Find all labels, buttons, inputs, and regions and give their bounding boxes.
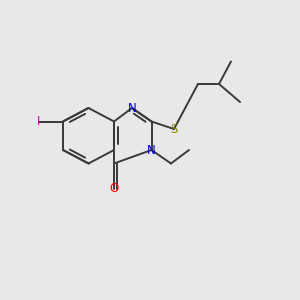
Text: N: N [147,143,156,157]
Text: S: S [170,122,178,136]
Text: I: I [37,115,41,128]
Text: N: N [128,101,136,115]
Text: O: O [110,182,118,196]
